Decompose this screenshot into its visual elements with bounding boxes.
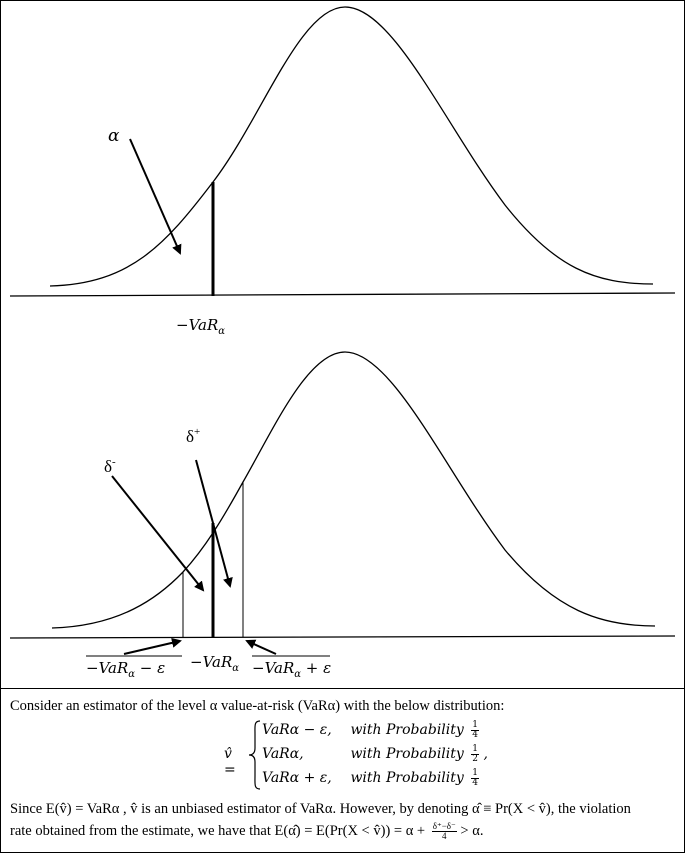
right-epsilon-arrow — [245, 639, 277, 655]
delta-minus-label: δ- — [104, 456, 116, 476]
top-density-curve — [49, 6, 654, 287]
case-text: with Probability — [350, 746, 464, 762]
case-value: VaRα, — [262, 746, 304, 762]
conclusion-fraction: δ⁺−δ⁻ 4 — [431, 821, 457, 842]
estimator-lhs: v̂ = — [224, 746, 236, 778]
top-var-label: −VaRα — [176, 316, 225, 337]
left-epsilon-label: −VaRα − ε — [86, 659, 165, 680]
cases-brace — [248, 720, 261, 790]
alpha-arrow — [129, 138, 182, 255]
bottom-baseline — [9, 635, 676, 639]
caption-intro: Consider an estimator of the level α val… — [10, 696, 675, 716]
right-epsilon-label: −VaRα + ε — [252, 659, 331, 680]
distribution-diagram: α −VaRα δ- δ+ −VaRα − ε −VaRα −VaRα + ε — [9, 6, 676, 680]
top-baseline — [9, 292, 676, 297]
case-value: VaRα + ε, — [262, 770, 332, 786]
case-text: with Probability — [350, 722, 464, 738]
conclusion-line-2: rate obtained from the estimate, we have… — [10, 821, 484, 842]
caption-intro-text: Consider an estimator of the level α val… — [10, 698, 505, 714]
delta-plus-arrow — [195, 459, 233, 588]
center-var-label: −VaRα — [190, 653, 239, 674]
conclusion-line-1: Since E(v̂) = VaRα , v̂ is an unbiased e… — [10, 801, 631, 817]
caption-divider — [0, 688, 685, 689]
left-epsilon-arrow — [123, 637, 182, 655]
caption-conclusion: Since E(v̂) = VaRα , v̂ is an unbiased e… — [10, 798, 678, 842]
delta-minus-arrow — [111, 475, 205, 592]
bottom-density-curve — [51, 351, 656, 629]
delta-plus-label: δ+ — [186, 426, 200, 446]
case-value: VaRα − ε, — [262, 722, 332, 738]
alpha-label: α — [108, 126, 120, 146]
case-text: with Probability — [350, 770, 464, 786]
